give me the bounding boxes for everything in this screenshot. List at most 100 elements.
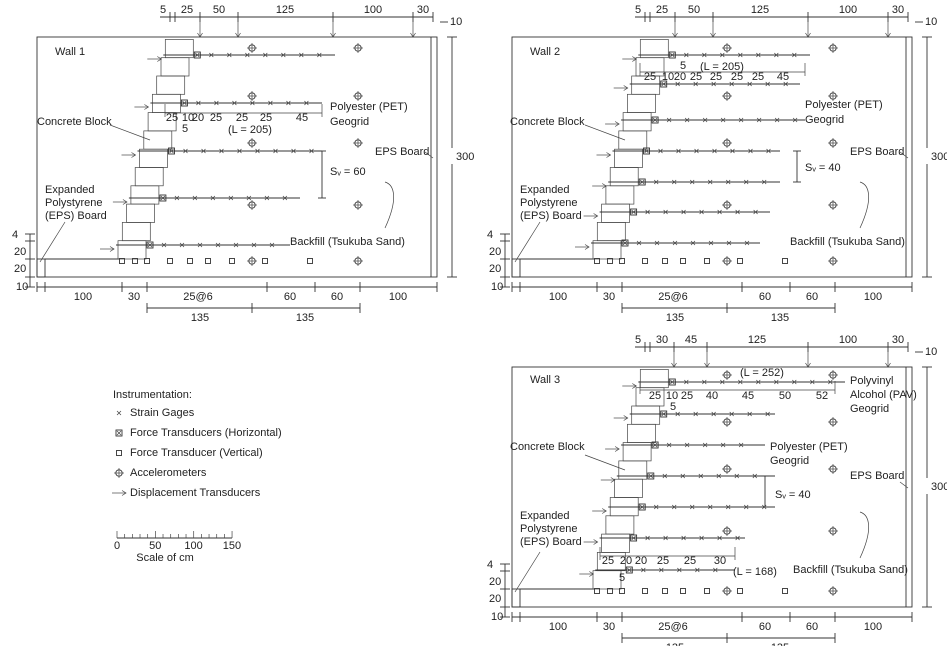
left-dim: 20 (489, 593, 501, 605)
dimension-label: 25 (752, 71, 764, 83)
concrete-block (623, 113, 651, 131)
legend-title: Instrumentation: (113, 389, 192, 401)
force-transducer-v (738, 259, 743, 264)
top-dim: 100 (839, 4, 857, 16)
concrete-block (118, 241, 146, 259)
dimension-label: 30 (714, 555, 726, 567)
dimension-label: 5 (619, 572, 625, 584)
annotation: Polystyrene (520, 523, 577, 535)
force-transducer-v (206, 259, 211, 264)
bottom-total: 135 (296, 312, 314, 324)
top-dim: 45 (685, 334, 697, 346)
dimension-label: 25 (681, 390, 693, 402)
force-transducer-v (783, 259, 788, 264)
dimension-label: 25 (602, 555, 614, 567)
dimension-label: 10 (662, 71, 674, 83)
force-transducer-v (117, 451, 122, 456)
annotation: EPS Board (850, 146, 904, 158)
annotation: Geogrid (330, 116, 369, 128)
top-dim: 50 (688, 4, 700, 16)
left-dim: 20 (489, 576, 501, 588)
top-dim: 125 (751, 4, 769, 16)
bottom-total: 135 (666, 642, 684, 646)
wall-title: Wall 2 (530, 46, 560, 58)
concrete-block (610, 168, 638, 186)
bottom-dim: 30 (603, 291, 615, 303)
dimension-label: 45 (777, 71, 789, 83)
wall-title: Wall 1 (55, 46, 85, 58)
annotation: (L = 205) (228, 124, 272, 136)
top-dim: 25 (656, 4, 668, 16)
force-transducer-v (738, 589, 743, 594)
annotation: (EPS) Board (45, 210, 107, 222)
right-dim: 300 (931, 151, 947, 163)
concrete-block (606, 186, 634, 204)
concrete-block (144, 131, 172, 149)
bottom-total: 135 (191, 312, 209, 324)
bottom-dim: 100 (74, 291, 92, 303)
dimension-label: 25 (710, 71, 722, 83)
backfill-leader (860, 512, 869, 558)
bottom-dim: 25@6 (658, 621, 688, 633)
right-dim: 300 (456, 151, 474, 163)
annotation: Geogrid (770, 455, 809, 467)
top-dim: 25 (181, 4, 193, 16)
annotation: Geogrid (805, 114, 844, 126)
annotation: Sᵥ = 40 (805, 162, 841, 174)
line (900, 482, 908, 488)
annotation: (EPS) Board (520, 210, 582, 222)
top-dim: 5 (160, 4, 166, 16)
bottom-dim: 25@6 (658, 291, 688, 303)
dimension-label: 25 (731, 71, 743, 83)
right-dim: 300 (931, 481, 947, 493)
dimension-label: 52 (816, 390, 828, 402)
concrete-block (140, 149, 168, 167)
bottom-dim: 30 (603, 621, 615, 633)
scale-label: Scale of cm (136, 552, 193, 564)
left-dim: 20 (14, 263, 26, 275)
top-dim: 30 (656, 334, 668, 346)
legend-item: Accelerometers (130, 467, 207, 479)
left-dim: 4 (12, 229, 18, 241)
dimension-label: 25 (684, 555, 696, 567)
annotation: Sᵥ = 60 (330, 166, 366, 178)
bottom-dim: 100 (549, 621, 567, 633)
left-dim: 20 (489, 263, 501, 275)
bottom-dim: 60 (284, 291, 296, 303)
force-transducer-v (663, 259, 668, 264)
annotation: Polystyrene (45, 197, 102, 209)
bottom-dim: 60 (759, 291, 771, 303)
backfill-leader (860, 182, 869, 228)
dimension-label: 25 (644, 71, 656, 83)
dimension-label: 25 (657, 555, 669, 567)
dimension-label: 25 (690, 71, 702, 83)
bottom-dim: 100 (549, 291, 567, 303)
left-dim: 10 (491, 281, 503, 293)
dimension-label: 5 (670, 401, 676, 413)
eps-left (512, 589, 520, 607)
concrete-block (619, 131, 647, 149)
concrete-block (131, 186, 159, 204)
legend-item: Force Transducers (Horizontal) (130, 427, 282, 439)
annotation: Polyvinyl (850, 375, 893, 387)
force-transducer-v (308, 259, 313, 264)
bottom-dim: 100 (864, 291, 882, 303)
concrete-block (615, 479, 643, 497)
bottom-dim: 60 (759, 621, 771, 633)
annotation: Concrete Block (510, 441, 585, 453)
concrete-block (135, 168, 163, 186)
wall-panel: Wall 353045125100301030042020101003025@6… (487, 334, 947, 646)
line (515, 552, 540, 592)
legend-item: Force Transducer (Vertical) (130, 447, 263, 459)
force-transducer-v (705, 589, 710, 594)
bottom-dim: 30 (128, 291, 140, 303)
top-dim: 10 (925, 346, 937, 358)
left-dim: 20 (489, 246, 501, 258)
top-dim: 100 (364, 4, 382, 16)
scale-tick: 100 (184, 540, 202, 552)
annotation: Expanded (520, 184, 570, 196)
figure: Wall 152550125100301030042020101003025@6… (0, 0, 947, 646)
page: { "walls": [ { "title": "Wall 1", "top_d… (0, 0, 947, 646)
left-dim: 10 (491, 611, 503, 623)
wall-panel: Wall 152550125100301030042020101003025@6… (12, 4, 474, 324)
